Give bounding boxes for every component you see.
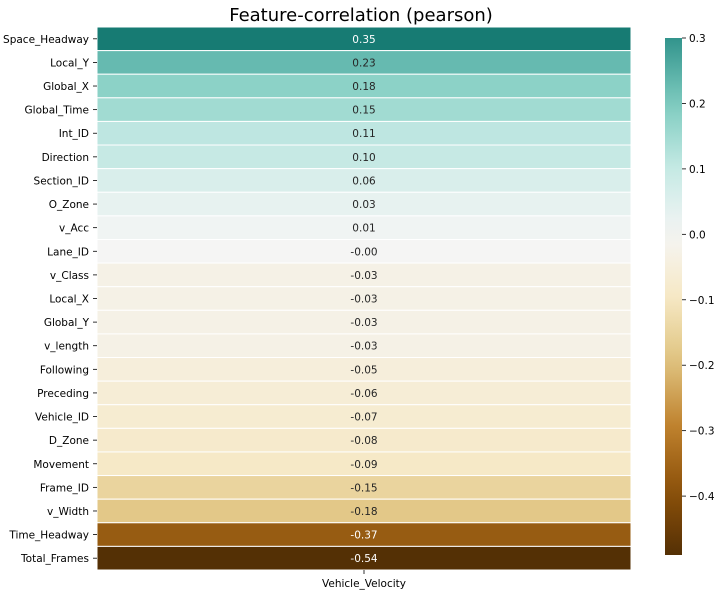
cell-value-label: -0.00 <box>350 246 377 258</box>
colorbar-tick-label: −0.4 <box>689 491 715 503</box>
column-label: Vehicle_Velocity <box>322 578 406 590</box>
cell-value-label: 0.06 <box>352 175 376 187</box>
row-label: Direction <box>42 152 89 164</box>
row-label: Lane_ID <box>47 246 89 258</box>
row-label: v_Width <box>47 506 89 518</box>
row-label: Preceding <box>37 388 89 400</box>
x-axis: Vehicle_Velocity <box>322 570 406 590</box>
row-label: Int_ID <box>59 128 89 140</box>
row-label: v_length <box>44 341 89 353</box>
row-label: Frame_ID <box>40 482 89 494</box>
cell-value-label: -0.07 <box>350 412 377 424</box>
row-label: Global_Y <box>44 317 90 329</box>
colorbar-tick-label: −0.2 <box>689 360 715 372</box>
colorbar-tick-label: 0.0 <box>689 229 706 241</box>
cell-value-label: 0.01 <box>352 223 375 235</box>
chart-title: Feature-correlation (pearson) <box>229 5 493 26</box>
cell-value-label: -0.03 <box>350 270 377 282</box>
row-label: Local_X <box>49 294 89 306</box>
row-label: Section_ID <box>34 175 89 187</box>
colorbar-tick-label: 0.1 <box>689 164 706 176</box>
cell-value-label: -0.03 <box>350 294 377 306</box>
row-label: Total_Frames <box>20 553 89 565</box>
row-label: Global_Time <box>25 105 89 117</box>
row-label: Local_Y <box>50 57 89 69</box>
row-label: Movement <box>33 459 89 471</box>
colorbar: 0.3 0.2 0.1 0.0 −0.1 −0.2 −0.3 −0.4 <box>665 33 715 555</box>
row-label: Time_Headway <box>8 530 89 542</box>
row-labels: Space_Headway Local_Y Global_X Global_Time I… <box>3 34 97 565</box>
cell-value-label: 0.11 <box>352 128 375 140</box>
row-label: D_Zone <box>49 435 89 447</box>
row-label: Space_Headway <box>3 34 89 46</box>
row-label: Following <box>40 364 89 376</box>
cell-value-label: 0.15 <box>352 105 375 117</box>
row-label: Global_X <box>43 81 89 93</box>
colorbar-tick-label: −0.3 <box>689 426 715 438</box>
cell-value-label: 0.10 <box>352 152 375 164</box>
colorbar-tick-label: 0.3 <box>689 33 706 45</box>
row-label: O_Zone <box>49 199 89 211</box>
heatmap-cells: 0.35 0.23 0.18 0.15 0.11 0.10 0.06 0.03 0.01 -0.0… <box>96 26 632 571</box>
cell-value-label: 0.23 <box>352 57 375 69</box>
row-label: Vehicle_ID <box>35 412 89 424</box>
cell-value-label: -0.03 <box>350 317 377 329</box>
cell-value-label: -0.37 <box>350 530 377 542</box>
cell-value-label: -0.54 <box>350 553 377 565</box>
colorbar-bar <box>665 38 682 555</box>
colorbar-tick-label: −0.1 <box>689 295 715 307</box>
cell-value-label: -0.18 <box>350 506 377 518</box>
cell-value-label: -0.06 <box>350 388 377 400</box>
cell-value-label: -0.05 <box>350 364 377 376</box>
cell-value-label: -0.15 <box>350 482 377 494</box>
cell-value-label: -0.03 <box>350 341 377 353</box>
cell-value-label: 0.18 <box>352 81 375 93</box>
cell-value-label: -0.09 <box>350 459 377 471</box>
row-label: v_Class <box>50 270 89 282</box>
cell-value-label: -0.08 <box>350 435 377 447</box>
colorbar-tick-label: 0.2 <box>689 98 706 110</box>
row-label: v_Acc <box>59 223 89 235</box>
cell-value-label: 0.03 <box>352 199 375 211</box>
cell-value-label: 0.35 <box>352 34 375 46</box>
